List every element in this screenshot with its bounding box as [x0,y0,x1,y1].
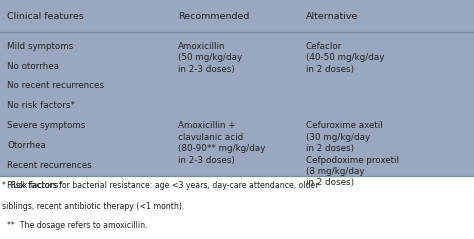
Text: Alternative: Alternative [306,12,358,21]
Text: siblings, recent antibiotic therapy (<1 month).: siblings, recent antibiotic therapy (<1 … [2,202,185,211]
Text: Cefaclor
(40-50 mg/kg/day
in 2 doses): Cefaclor (40-50 mg/kg/day in 2 doses) [306,42,384,74]
Text: Otorrhea: Otorrhea [7,141,46,150]
Text: Amoxicillin +
clavulanic acid
(80-90** mg/kg/day
in 2-3 doses): Amoxicillin + clavulanic acid (80-90** m… [178,121,265,164]
Text: Mild symptoms: Mild symptoms [7,42,73,51]
Text: Amoxicillin
(50 mg/kg/day
in 2-3 doses): Amoxicillin (50 mg/kg/day in 2-3 doses) [178,42,242,74]
Text: Recommended: Recommended [178,12,249,21]
Text: Cefuroxime axetil
(30 mg/kg/day
in 2 doses)
Cefpodoxime proxetil
(8 mg/kg/day
in: Cefuroxime axetil (30 mg/kg/day in 2 dos… [306,121,399,187]
Text: No risk factors*: No risk factors* [7,101,75,110]
FancyBboxPatch shape [0,0,474,176]
Text: No recent recurrences: No recent recurrences [7,81,104,91]
Text: Severe symptoms: Severe symptoms [7,121,85,130]
Text: **  The dosage refers to amoxicillin.: ** The dosage refers to amoxicillin. [7,221,147,230]
Text: Clinical features: Clinical features [7,12,84,21]
Text: Risk factors*: Risk factors* [7,181,63,190]
Text: No otorrhea: No otorrhea [7,62,59,71]
Text: Recent recurrences: Recent recurrences [7,161,92,170]
Text: *  Risk factors for bacterial resistance: age <3 years, day-care attendance, old: * Risk factors for bacterial resistance:… [2,181,319,190]
